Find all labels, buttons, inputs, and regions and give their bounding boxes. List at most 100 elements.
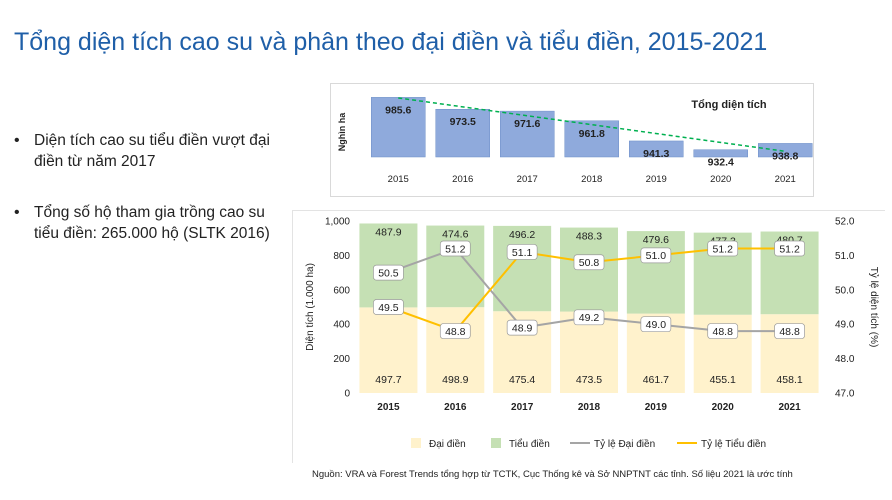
x-tick-label: 2019 bbox=[646, 174, 667, 185]
y2-tick-label: 50.0 bbox=[835, 285, 855, 296]
bar bbox=[435, 108, 490, 158]
data-label: 941.3 bbox=[643, 148, 669, 160]
data-label: 938.8 bbox=[772, 150, 798, 162]
data-label-dai-dien: 455.1 bbox=[710, 374, 736, 386]
x-tick-label: 2015 bbox=[388, 174, 409, 185]
legend-label: Tổng diện tích bbox=[691, 99, 766, 111]
data-label-box-ty-le-tieu-dien bbox=[640, 247, 672, 264]
data-label-tieu-dien: 479.6 bbox=[643, 234, 669, 246]
data-label-ty-le-tieu-dien: 51.1 bbox=[512, 247, 533, 259]
x-tick-label: 2015 bbox=[377, 402, 400, 413]
x-tick-label: 2016 bbox=[444, 402, 467, 413]
y-tick-label: 200 bbox=[333, 354, 350, 365]
x-tick-label: 2020 bbox=[710, 174, 731, 185]
bar-dai-dien bbox=[359, 307, 418, 393]
total-area-chart: Nghìn ha 985.6 2015 973.5 2016 971.6 2017 961.8… bbox=[337, 97, 813, 185]
data-label-tieu-dien: 474.6 bbox=[442, 229, 468, 241]
data-label-dai-dien: 458.1 bbox=[776, 374, 802, 386]
data-label-ty-le-dai-dien: 51.2 bbox=[445, 243, 466, 255]
bullet-item: • Tổng số hộ tham gia trồng cao su tiểu … bbox=[14, 202, 284, 244]
data-label-box-ty-le-tieu-dien bbox=[707, 240, 739, 257]
data-label-ty-le-tieu-dien: 51.0 bbox=[646, 250, 667, 262]
total-area-chart-panel: Nghìn ha 985.6 2015 973.5 2016 971.6 2017 961.8… bbox=[330, 83, 814, 197]
data-label-box-ty-le-tieu-dien bbox=[439, 323, 471, 339]
x-tick-label: 2018 bbox=[581, 174, 602, 185]
data-label-ty-le-tieu-dien: 49.5 bbox=[378, 302, 399, 314]
x-tick-label: 2018 bbox=[578, 402, 601, 413]
x-tick-label: 2020 bbox=[712, 402, 735, 413]
y-tick-label: 1,000 bbox=[325, 217, 350, 228]
legend-swatch-dai-dien bbox=[411, 438, 421, 448]
bar bbox=[629, 140, 684, 158]
x-tick-label: 2017 bbox=[517, 174, 538, 185]
data-label-dai-dien: 475.4 bbox=[509, 374, 535, 386]
data-label-box-ty-le-dai-dien bbox=[439, 240, 471, 257]
x-tick-label: 2016 bbox=[452, 174, 473, 185]
y-tick-label: 400 bbox=[333, 320, 350, 331]
x-tick-label: 2021 bbox=[775, 174, 796, 185]
data-label-dai-dien: 497.7 bbox=[375, 374, 401, 386]
data-label-dai-dien: 461.7 bbox=[643, 374, 669, 386]
data-label-dai-dien: 473.5 bbox=[576, 374, 602, 386]
legend-label-ty-le-tieu-dien: Tỷ lệ Tiểu điền bbox=[701, 438, 766, 450]
bar bbox=[693, 149, 748, 158]
data-label-tieu-dien: 496.2 bbox=[509, 229, 535, 241]
x-tick-label: 2021 bbox=[778, 402, 801, 413]
source-note: Nguồn: VRA và Forest Trends tổng hợp từ … bbox=[312, 469, 793, 480]
page-title: Tổng diện tích cao su và phân theo đại đ… bbox=[14, 28, 768, 56]
data-label: 961.8 bbox=[579, 128, 605, 140]
y2-tick-label: 49.0 bbox=[835, 320, 855, 331]
data-label-tieu-dien: 487.9 bbox=[375, 226, 401, 238]
data-label-ty-le-dai-dien: 50.5 bbox=[378, 267, 399, 279]
y-axis-label: Nghìn ha bbox=[337, 112, 347, 151]
y-tick-label: 0 bbox=[344, 389, 350, 400]
y2-axis-label: Tỷ lệ diện tích (%) bbox=[868, 267, 880, 348]
data-label-ty-le-tieu-dien: 51.2 bbox=[779, 243, 800, 255]
data-label-ty-le-dai-dien: 48.9 bbox=[512, 322, 533, 334]
stacked-area-chart: 0 200 400 600 800 1,000 47.0 48.0 49.0 50.0 51.0 52… bbox=[305, 217, 880, 451]
data-label-ty-le-dai-dien: 49.2 bbox=[579, 312, 600, 324]
data-label-box-ty-le-dai-dien bbox=[640, 316, 672, 333]
stacked-area-chart-panel: 0 200 400 600 800 1,000 47.0 48.0 49.0 50.0 51.0 52… bbox=[292, 210, 885, 463]
data-label-box-ty-le-dai-dien bbox=[573, 309, 605, 326]
data-label-box-ty-le-tieu-dien bbox=[573, 254, 605, 271]
x-tick-label: 2017 bbox=[511, 402, 534, 413]
x-tick-label: 2019 bbox=[645, 402, 668, 413]
data-label-box-ty-le-dai-dien bbox=[774, 323, 805, 339]
bullet-text: Tổng số hộ tham gia trồng cao su tiểu đi… bbox=[34, 204, 270, 242]
data-label-box-ty-le-tieu-dien bbox=[373, 299, 404, 315]
y2-tick-label: 52.0 bbox=[835, 217, 855, 228]
data-label-ty-le-tieu-dien: 51.2 bbox=[712, 243, 733, 255]
y2-tick-label: 51.0 bbox=[835, 251, 855, 262]
data-label-ty-le-dai-dien: 48.8 bbox=[779, 326, 800, 338]
legend-swatch-tieu-dien bbox=[491, 438, 501, 448]
trendline bbox=[398, 97, 786, 153]
bar-tieu-dien bbox=[626, 231, 685, 314]
bar bbox=[758, 143, 813, 158]
bullet-icon: • bbox=[14, 132, 20, 149]
data-label-tieu-dien: 488.3 bbox=[576, 231, 602, 243]
data-label-box-ty-le-tieu-dien bbox=[774, 240, 805, 257]
y2-tick-label: 47.0 bbox=[835, 389, 855, 400]
bullet-item: • Diện tích cao su tiểu điền vượt đại đi… bbox=[14, 130, 284, 172]
data-label-box-ty-le-dai-dien bbox=[707, 323, 739, 339]
bar-tieu-dien bbox=[426, 225, 485, 308]
data-label-ty-le-tieu-dien: 50.8 bbox=[579, 257, 600, 269]
data-label: 985.6 bbox=[385, 104, 411, 116]
data-label: 973.5 bbox=[450, 116, 476, 128]
bar bbox=[371, 97, 426, 158]
data-label: 932.4 bbox=[708, 157, 734, 169]
bullet-list: • Diện tích cao su tiểu điền vượt đại đi… bbox=[14, 130, 284, 274]
data-label-box-ty-le-dai-dien bbox=[506, 319, 538, 336]
bullet-icon: • bbox=[14, 204, 20, 221]
bar-tieu-dien bbox=[493, 225, 552, 312]
data-label-box-ty-le-dai-dien bbox=[373, 264, 404, 281]
data-label-ty-le-tieu-dien: 48.8 bbox=[445, 326, 466, 338]
y-axis-label: Diện tích (1.000 ha) bbox=[305, 263, 316, 351]
data-label-box-ty-le-tieu-dien bbox=[506, 244, 538, 260]
y-tick-label: 600 bbox=[333, 285, 350, 296]
y2-tick-label: 48.0 bbox=[835, 354, 855, 365]
y-tick-label: 800 bbox=[333, 251, 350, 262]
legend-label-dai-dien: Đại điền bbox=[429, 438, 466, 450]
data-label-ty-le-dai-dien: 48.8 bbox=[712, 326, 733, 338]
